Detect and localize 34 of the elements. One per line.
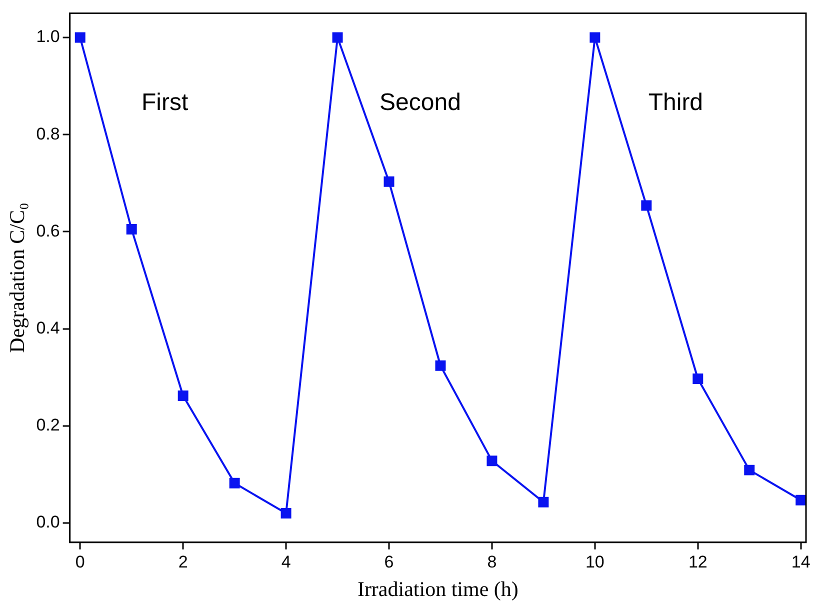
point — [538, 496, 549, 508]
point — [692, 374, 704, 384]
point — [126, 224, 137, 234]
x-tick-label: 4 — [281, 552, 291, 572]
point — [74, 32, 86, 43]
x-tick-label: 6 — [384, 552, 394, 572]
point — [178, 390, 188, 402]
point — [384, 176, 394, 187]
point — [280, 508, 292, 519]
x-tick-label: 8 — [487, 552, 497, 572]
y-tick-label: 1.0 — [36, 27, 60, 46]
y-tick-label: 0.0 — [36, 512, 60, 532]
point — [590, 32, 600, 43]
point — [435, 360, 446, 371]
x-tick-label: 2 — [178, 552, 188, 572]
y-axis-title: Degradation C/C₀ — [5, 202, 30, 353]
y-tick-label: 0.4 — [36, 318, 60, 338]
annotation: Second — [380, 88, 461, 116]
point — [641, 200, 652, 211]
x-tick-label: 10 — [585, 552, 604, 572]
annotation: Third — [648, 88, 704, 116]
point — [744, 464, 755, 476]
y-tick-label: 0.2 — [36, 416, 60, 435]
point — [229, 478, 240, 488]
x-tick-label: 12 — [688, 552, 708, 572]
y-tick-label: 0.8 — [36, 124, 60, 144]
point — [332, 32, 343, 43]
point — [486, 456, 498, 466]
point — [796, 494, 806, 506]
x-axis-title: Irradiation time (h) — [357, 576, 518, 601]
x-tick-label: 0 — [75, 552, 85, 572]
x-tick-label: 14 — [791, 552, 810, 572]
y-tick-label: 0.6 — [36, 221, 60, 240]
annotation: First — [141, 88, 188, 116]
